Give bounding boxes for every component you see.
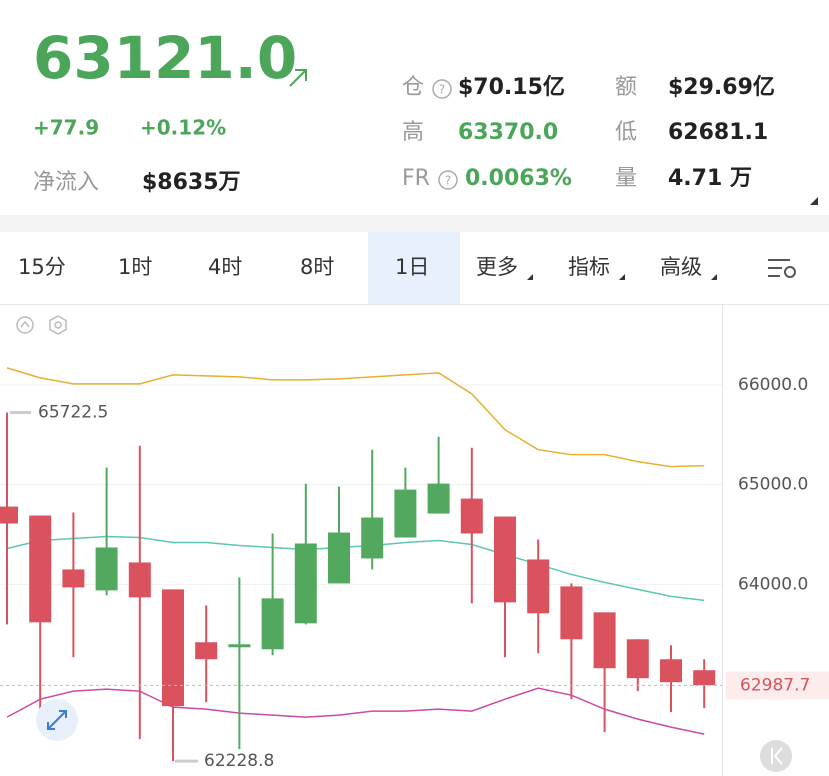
stat-value: 62681.1 [668,120,768,145]
candle-body [394,489,417,538]
candle-body [527,559,550,614]
chart: 64000.0 65000.0 66000.0 65722.5 62228.8 62987… [0,367,829,771]
low-marker-label: 62228.8 [204,751,274,771]
candle-body [261,598,284,650]
candle-body [95,547,118,591]
tab-selected-bg [368,232,460,304]
candle-body [162,589,184,707]
stat-label: 量 [615,166,637,191]
stat-value: $70.15亿 [458,75,565,100]
settings-hex-dot [54,321,62,329]
tab[interactable]: 1日 [395,255,429,279]
settings-icon[interactable] [768,259,796,278]
tab[interactable]: 更多 [476,255,518,279]
tab[interactable]: 15分 [18,255,66,279]
back-glyph [771,747,783,765]
candle-body [195,642,218,660]
stat-label: FR [402,166,430,191]
dropdown-caret [619,274,625,280]
candle-body [128,562,151,598]
collapse-glyph [20,320,30,328]
candle-body [494,516,516,603]
stat-value: $29.69亿 [668,75,775,100]
tab[interactable]: 8时 [300,255,334,279]
candle-body [427,483,450,514]
tab[interactable]: 指标 [568,255,610,279]
info-icon[interactable] [432,79,452,99]
tab[interactable]: 1时 [118,255,152,279]
y-tick-label: 65000.0 [738,475,808,495]
stat-label: 高 [402,120,424,145]
info-icon-glyph: ? [445,174,451,188]
stat-value: 63370.0 [458,120,558,145]
candle-body [328,532,350,584]
candle-body [460,498,483,534]
info-icon[interactable] [438,170,458,190]
candle-body [626,639,649,679]
candle-body [228,644,251,648]
band-line [6,535,705,602]
tab-bar: 15分 1时 4时 8时 1日 更多 指标 高级 [18,255,717,280]
dropdown-caret [527,274,533,280]
net-inflow: $8635万 [142,170,241,195]
tab[interactable]: 高级 [660,255,702,279]
change: +77.9 [33,116,99,140]
expand-corner[interactable] [810,197,818,205]
last-price-box [726,671,829,700]
settings-hex[interactable] [49,315,67,335]
separator [0,215,829,232]
candle-body [560,586,583,640]
stat-label: 额 [615,75,637,100]
candle-body [294,543,317,624]
price: 63121.0 [33,24,297,92]
dropdown-caret [711,274,717,280]
candle-body [660,659,682,683]
y-tick-label: 64000.0 [738,574,808,594]
fullscreen-glyph [47,710,67,730]
header-bg [0,0,829,215]
candle-body [29,515,52,623]
band-line [6,367,705,468]
last-price-label: 62987.7 [740,675,810,695]
info-icon-glyph: ? [439,83,445,97]
stat-value: 0.0063% [465,166,572,191]
change-pct: +0.12% [140,116,226,140]
tab[interactable]: 4时 [208,255,242,279]
candle-body [693,670,716,686]
candle-body [0,506,18,524]
y-tick-label: 66000.0 [738,375,808,395]
candle-body [361,517,384,559]
collapse-icon[interactable] [16,316,34,334]
up-arrow [289,69,307,87]
candle-body [62,569,85,588]
net-inflow-label: 净流入 [33,170,99,195]
stat-value: 4.71 万 [668,166,752,191]
band-line [6,687,705,735]
stat-label: 仓 [402,75,424,100]
candle-body [593,612,616,669]
stat-label: 低 [615,120,637,145]
high-marker-label: 65722.5 [38,403,108,423]
